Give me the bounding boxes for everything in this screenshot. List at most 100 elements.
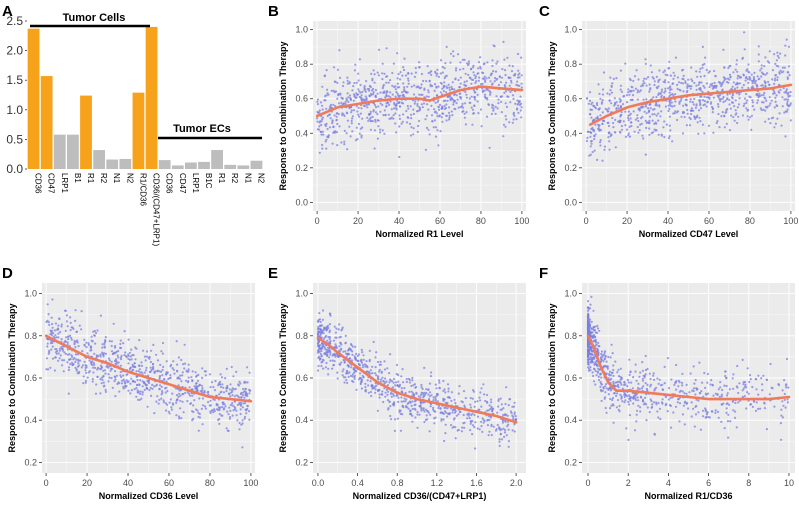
c-point	[737, 103, 741, 106]
b-point	[325, 147, 328, 150]
f-point	[645, 419, 648, 422]
b-point	[473, 95, 476, 99]
e-point	[451, 411, 454, 414]
e-ytick-label: 0.8	[295, 331, 308, 341]
f-point	[720, 395, 723, 398]
c-point	[726, 98, 729, 101]
b-point	[398, 78, 402, 81]
e-point	[463, 404, 466, 407]
f-point	[690, 415, 693, 418]
b-point	[323, 99, 326, 102]
f-point	[625, 394, 628, 397]
d-ytick-label: 0.8	[24, 331, 37, 341]
f-point	[680, 381, 684, 384]
e-point	[408, 378, 411, 381]
e-point	[400, 375, 403, 378]
d-point	[131, 363, 134, 366]
f-point	[607, 355, 610, 359]
e-point	[447, 387, 450, 390]
b-point	[481, 90, 484, 93]
b-point	[465, 93, 468, 96]
d-point	[103, 341, 106, 344]
c-point	[662, 71, 665, 74]
b-point	[433, 119, 436, 122]
c-point	[758, 94, 762, 98]
c-point	[664, 73, 667, 76]
e-point	[444, 406, 447, 409]
c-point	[627, 134, 630, 137]
e-point	[362, 354, 365, 357]
d-point	[163, 378, 166, 381]
b-ytick-label: 0.2	[295, 163, 308, 173]
e-point	[487, 434, 490, 437]
b-point	[389, 100, 392, 103]
c-point	[699, 104, 702, 107]
e-point	[437, 406, 440, 410]
d-point	[143, 371, 146, 374]
c-point	[723, 66, 726, 69]
e-point	[492, 425, 495, 428]
d-point	[196, 409, 199, 412]
c-point	[689, 117, 692, 121]
c-point	[734, 68, 737, 71]
d-point	[102, 369, 105, 372]
f-point	[626, 378, 630, 382]
e-point	[369, 372, 372, 375]
b-point	[416, 130, 419, 133]
c-point	[657, 112, 660, 115]
f-point	[725, 407, 728, 410]
f-point	[599, 385, 602, 388]
f-point	[589, 361, 592, 364]
b-point	[343, 114, 346, 118]
e-point	[507, 440, 510, 443]
f-point	[657, 401, 660, 405]
e-point	[434, 397, 437, 400]
c-point	[734, 109, 737, 112]
d-point	[220, 376, 224, 379]
c-point	[703, 103, 707, 106]
d-point	[60, 338, 63, 341]
e-point	[486, 409, 489, 412]
b-point	[467, 73, 470, 76]
d-point	[55, 336, 58, 339]
c-point	[776, 78, 779, 82]
d-point	[208, 404, 211, 407]
b-point	[500, 76, 504, 79]
d-point	[173, 372, 176, 375]
c-point	[752, 76, 756, 79]
e-point	[423, 391, 426, 394]
e-point	[366, 379, 369, 382]
c-point	[612, 77, 615, 80]
b-point	[509, 90, 512, 93]
c-point	[754, 79, 758, 83]
d-point	[72, 358, 75, 361]
c-point	[624, 124, 627, 127]
b-point	[438, 103, 442, 106]
b-point	[402, 93, 405, 96]
c-point	[687, 78, 690, 81]
d-point	[204, 407, 207, 410]
d-point	[220, 414, 223, 417]
b-point	[418, 61, 421, 64]
d-point	[131, 369, 134, 372]
c-point	[644, 105, 648, 108]
d-point	[225, 427, 228, 430]
d-point	[122, 387, 125, 390]
b-point	[434, 101, 437, 104]
c-point	[698, 116, 701, 119]
c-point	[780, 71, 784, 74]
d-point	[110, 344, 113, 348]
c-point	[748, 78, 751, 81]
e-point	[513, 423, 516, 426]
c-point	[746, 109, 749, 112]
c-point	[631, 94, 635, 97]
f-point	[587, 369, 591, 372]
f-point	[610, 404, 613, 407]
f-point	[611, 397, 615, 400]
f-point	[586, 309, 590, 312]
b-point	[416, 104, 419, 107]
d-point	[148, 389, 151, 392]
d-point	[235, 414, 238, 417]
e-point	[423, 420, 426, 424]
c-point	[673, 112, 676, 115]
